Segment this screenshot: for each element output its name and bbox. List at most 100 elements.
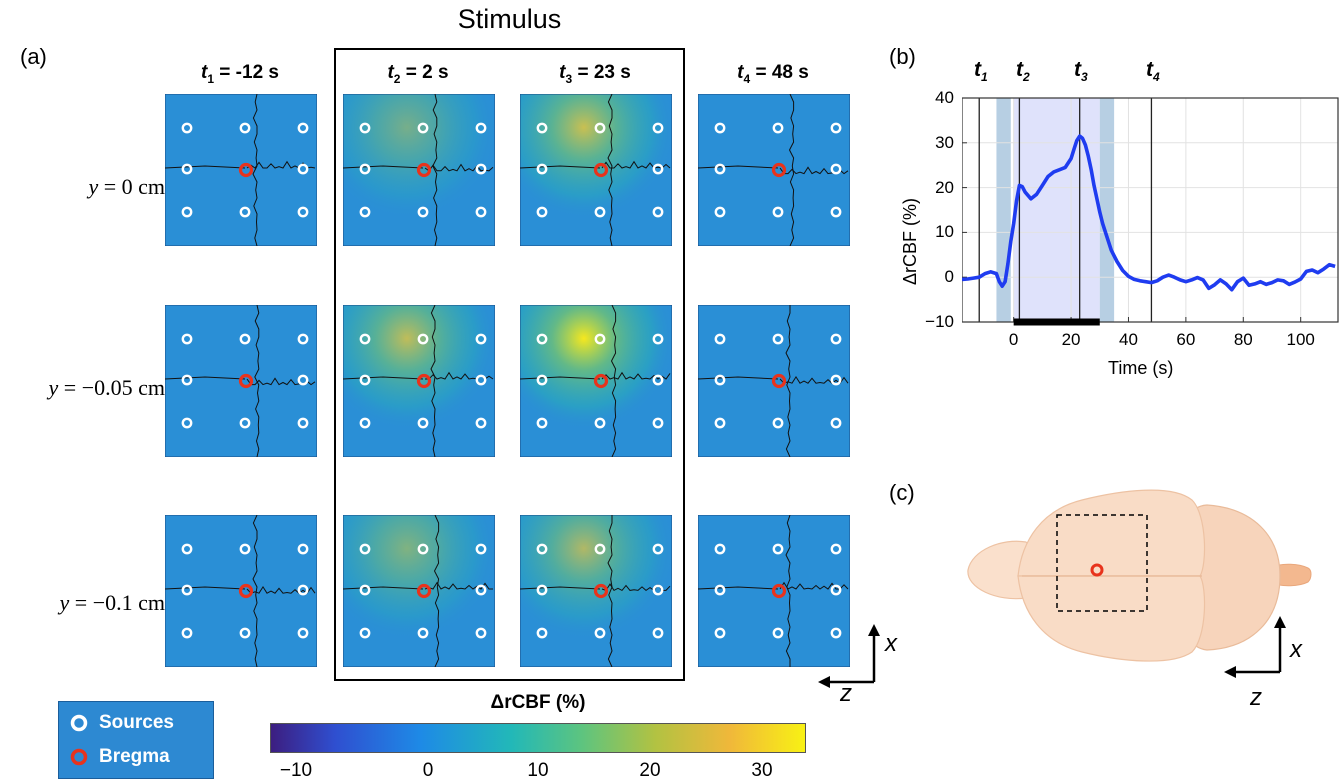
marker-label-t4: t4 [1146,58,1160,85]
source-marker [475,584,487,596]
source-marker [475,206,487,218]
legend: Sources Bregma [58,701,214,779]
source-marker [536,584,548,596]
source-marker [536,163,548,175]
source-marker [652,333,664,345]
source-marker [181,417,193,429]
source-marker [359,627,371,639]
cbf-map-panel [343,515,495,667]
source-marker [181,206,193,218]
source-marker [475,417,487,429]
source-marker [359,206,371,218]
bregma-marker-icon [70,748,88,766]
source-marker [475,163,487,175]
source-marker [181,163,193,175]
cbf-map-panel [165,515,317,667]
source-marker [652,543,664,555]
source-marker [536,417,548,429]
colorbar [270,723,806,753]
source-marker-icon [70,714,88,732]
source-marker [181,333,193,345]
column-title-t2: t2 = 2 s [387,62,449,86]
transition-band [1099,98,1115,322]
source-marker [830,417,842,429]
panel-label-c: (c) [889,480,915,505]
source-marker [536,543,548,555]
source-marker [417,543,429,555]
source-marker [297,543,309,555]
axis-arrows-a [818,624,880,688]
source-marker [359,584,371,596]
source-marker [594,333,606,345]
axis-label-z-c: z [1250,684,1262,711]
source-marker [475,122,487,134]
bregma-marker [593,583,609,599]
x-tick-label: 0 [1008,330,1019,349]
source-marker [772,333,784,345]
source-marker [714,163,726,175]
y-tick-label: 40 [935,88,954,107]
source-marker [181,374,193,386]
axis-arrows-c [1224,616,1286,678]
row-label-y0: y = 0 cm [88,174,165,199]
x-tick-label: 20 [1061,330,1081,349]
rcbf-time-course-chart [962,97,1339,326]
cbf-map-panel [520,515,672,667]
colorbar-tick: 30 [751,760,773,781]
source-marker [830,627,842,639]
y-tick-label: 0 [944,267,954,287]
stimulus-box [334,48,685,681]
source-marker [714,417,726,429]
source-marker [475,374,487,386]
source-marker [475,543,487,555]
source-marker [239,417,251,429]
bregma-marker [771,162,787,178]
stimulus-title: Stimulus [457,4,562,34]
bregma-marker [238,373,254,389]
source-marker [714,627,726,639]
cbf-map-panel [520,305,672,457]
source-marker [417,122,429,134]
cbf-map-panel [520,94,672,246]
legend-item-sources: Sources [69,708,174,738]
source-marker [652,584,664,596]
source-marker [297,374,309,386]
source-marker [594,627,606,639]
row-label-y005: y = −0.05 cm [48,375,165,400]
bregma-marker [416,583,432,599]
source-marker [594,122,606,134]
cbf-map-panel [165,305,317,457]
source-marker [297,206,309,218]
source-marker [830,584,842,596]
source-marker [714,543,726,555]
source-marker [359,163,371,175]
source-marker [772,543,784,555]
source-marker [830,543,842,555]
source-marker [652,627,664,639]
source-marker [417,333,429,345]
axis-label-x-a: x [885,630,897,657]
source-marker [181,627,193,639]
x-tick-label: 60 [1176,330,1196,349]
bregma-marker [238,162,254,178]
rcbf-series-line [962,134,1336,292]
cbf-map-panel [698,94,850,246]
source-marker [359,333,371,345]
source-marker [181,543,193,555]
rat-brain-illustration [967,489,1312,662]
source-marker [830,122,842,134]
source-marker [359,417,371,429]
source-marker [772,627,784,639]
bregma-marker [416,162,432,178]
y-axis-label: ΔrCBF (%) [900,197,920,285]
source-marker [181,584,193,596]
source-marker [359,122,371,134]
transition-band [996,98,1011,322]
source-marker [536,122,548,134]
source-marker [359,543,371,555]
source-marker [297,163,309,175]
source-marker [652,122,664,134]
row-label-y01: y = −0.1 cm [59,590,165,615]
source-marker [181,122,193,134]
source-marker [772,417,784,429]
